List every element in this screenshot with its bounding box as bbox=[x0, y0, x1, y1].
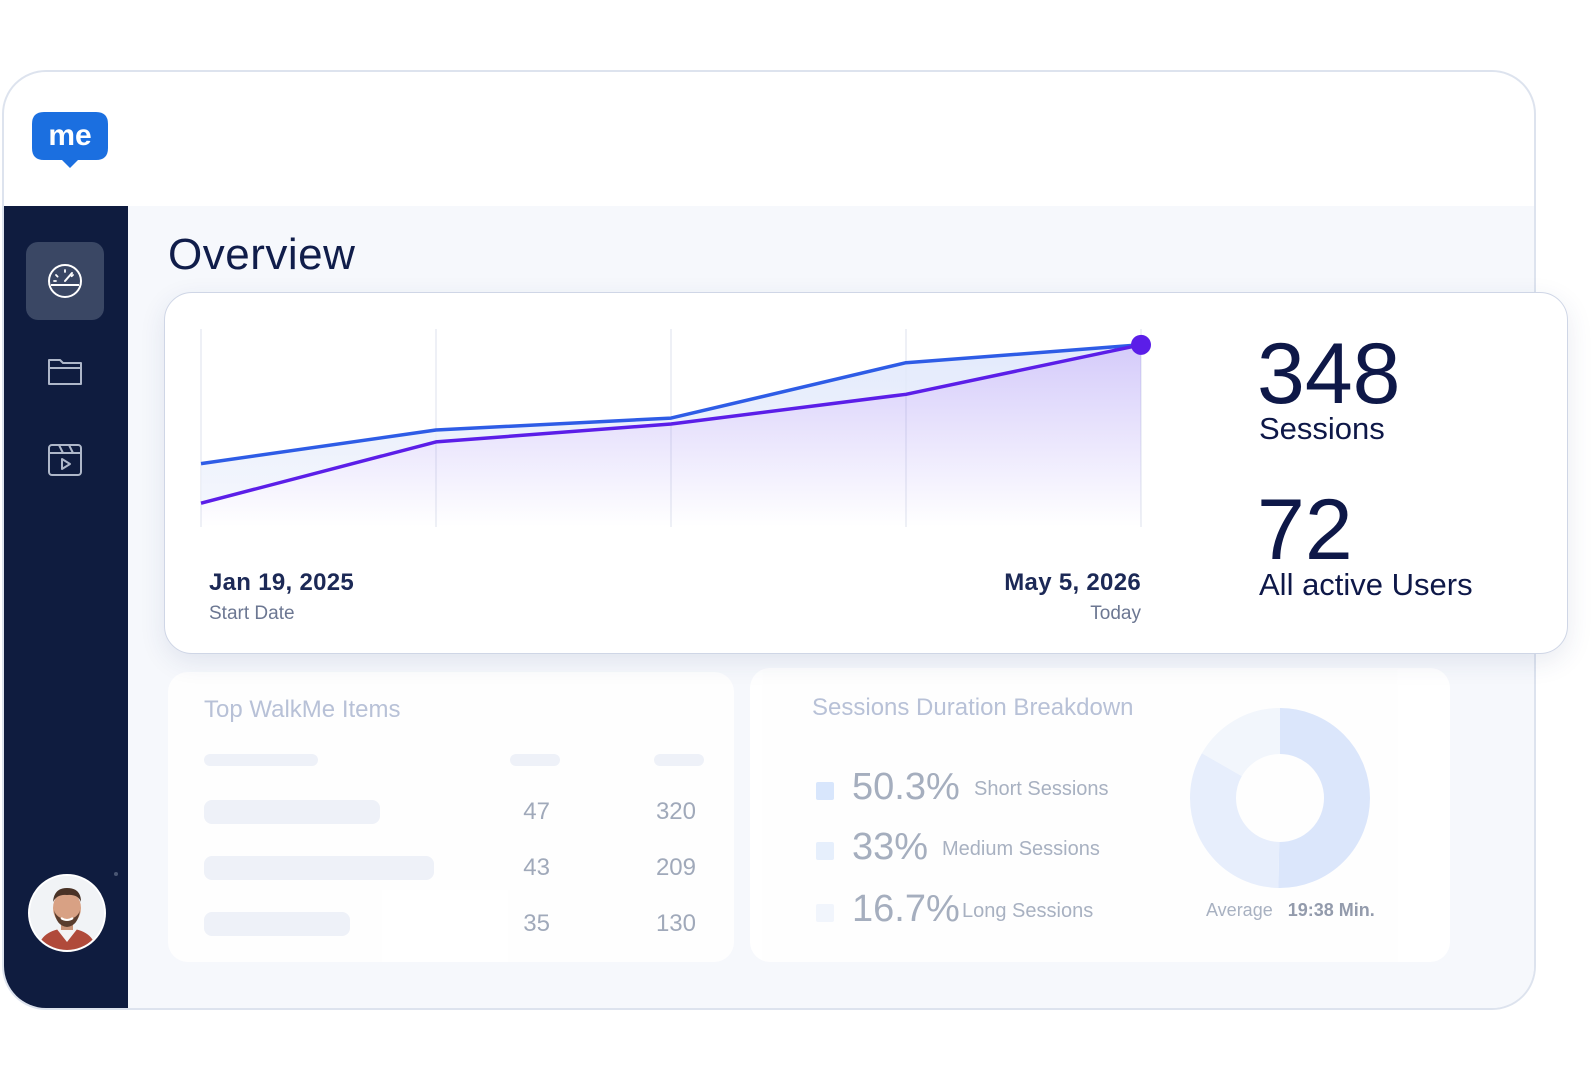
duration-card: Sessions Duration Breakdown 50.3% Short … bbox=[750, 668, 1450, 962]
sidebar-item-dashboard[interactable] bbox=[26, 242, 104, 320]
dashboard-gauge-icon bbox=[48, 264, 82, 298]
sessions-label: Sessions bbox=[1259, 411, 1385, 446]
users-label: All active Users bbox=[1259, 567, 1473, 602]
start-date: Jan 19, 2025 bbox=[209, 569, 355, 596]
table-row-total: 320 bbox=[655, 798, 696, 825]
users-area-fill bbox=[201, 344, 1141, 527]
long-sessions-pct: 16.7% bbox=[852, 888, 960, 930]
legend-swatch-short bbox=[816, 782, 834, 800]
sidebar-item-media[interactable] bbox=[26, 420, 104, 498]
table-row-total: 209 bbox=[655, 854, 696, 881]
status-dot bbox=[114, 872, 118, 876]
page-title: Overview bbox=[168, 230, 356, 279]
table-row-bar bbox=[204, 912, 350, 936]
table-row-count: 43 bbox=[523, 854, 550, 881]
long-sessions-label: Long Sessions bbox=[962, 900, 1094, 922]
header-placeholder-total bbox=[654, 754, 704, 766]
overview-card: Jan 19, 2025 Start Date May 5, 2026 Toda… bbox=[164, 292, 1568, 654]
video-box-icon bbox=[48, 444, 82, 476]
short-sessions-pct: 50.3% bbox=[852, 766, 960, 808]
medium-sessions-pct: 33% bbox=[852, 826, 929, 868]
table-row-total: 130 bbox=[655, 910, 696, 937]
users-line bbox=[200, 343, 1142, 505]
table-row-bar bbox=[204, 800, 380, 824]
end-date-label: Today bbox=[1090, 603, 1141, 624]
header-placeholder-count bbox=[510, 754, 560, 766]
users-count: 72 bbox=[1257, 482, 1353, 578]
sessions-line bbox=[200, 343, 1142, 466]
duration-title: Sessions Duration Breakdown bbox=[812, 694, 1134, 721]
top-items-title: Top WalkMe Items bbox=[204, 696, 401, 723]
legend-swatch-medium bbox=[816, 842, 834, 860]
legend-swatch-long bbox=[816, 904, 834, 922]
logo-text: me bbox=[48, 119, 91, 152]
donut-slice-long bbox=[1190, 708, 1370, 888]
duration-donut-chart bbox=[1190, 708, 1370, 888]
top-items-card: Top WalkMe Items 47 320 43 209 35 130 bbox=[168, 672, 734, 962]
end-date: May 5, 2026 bbox=[1004, 569, 1141, 596]
header-placeholder-name bbox=[204, 754, 318, 766]
user-avatar-icon bbox=[30, 876, 104, 950]
donut-slice-medium bbox=[1190, 708, 1370, 888]
table-row-count: 47 bbox=[523, 798, 550, 825]
sessions-users-line-chart bbox=[200, 329, 1151, 527]
today-endpoint-marker bbox=[1131, 334, 1151, 355]
sidebar bbox=[4, 206, 128, 1008]
start-date-label: Start Date bbox=[209, 603, 295, 624]
short-sessions-label: Short Sessions bbox=[974, 778, 1109, 800]
sidebar-item-files[interactable] bbox=[26, 332, 104, 410]
average-label: Average bbox=[1206, 900, 1273, 920]
sessions-count: 348 bbox=[1257, 326, 1401, 422]
table-row-count: 35 bbox=[523, 910, 550, 937]
average-duration: Average 19:38 Min. bbox=[1206, 900, 1375, 921]
walkme-logo[interactable]: me bbox=[32, 112, 108, 168]
medium-sessions-label: Medium Sessions bbox=[942, 838, 1100, 860]
avatar[interactable] bbox=[28, 874, 106, 952]
average-value: 19:38 Min. bbox=[1287, 900, 1375, 920]
folder-icon bbox=[48, 359, 82, 385]
table-row-bar bbox=[204, 856, 434, 880]
